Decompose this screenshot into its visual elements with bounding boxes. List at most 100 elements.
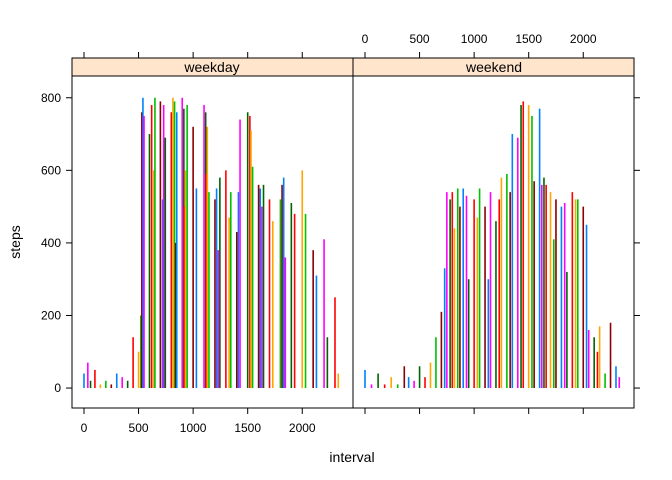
bar-weekday	[282, 177, 285, 389]
bar-weekend	[495, 221, 497, 389]
bar-weekend	[440, 311, 443, 389]
bar-weekday	[249, 115, 251, 389]
bar-weekday	[110, 384, 113, 389]
y-tick-label: 200	[41, 308, 61, 322]
bar-weekend	[487, 279, 490, 389]
x-tick-label-top: 500	[410, 32, 430, 46]
bar-weekend	[500, 177, 503, 389]
bar-weekend	[577, 199, 579, 389]
panel-frame-weekday	[71, 75, 354, 409]
bar-weekday	[250, 130, 252, 389]
bar-weekday	[175, 112, 178, 389]
bar-weekend	[566, 271, 568, 389]
bar-weekday	[293, 213, 296, 389]
bar-weekday	[115, 373, 118, 389]
x-tick-label-bottom: 1500	[234, 421, 261, 435]
bar-weekday	[312, 250, 314, 389]
bar-weekday	[159, 101, 162, 389]
bar-weekday	[99, 384, 102, 389]
bar-weekend	[456, 188, 459, 389]
y-tick-label: 400	[41, 236, 61, 250]
bar-weekday	[148, 134, 151, 389]
bar-weekday	[246, 112, 249, 389]
bar-weekday	[304, 213, 307, 389]
bar-weekday	[228, 217, 230, 389]
bar-weekend	[516, 137, 519, 389]
panel-frame-weekend	[352, 75, 635, 409]
bar-weekend	[574, 199, 577, 389]
bars-weekend	[364, 101, 621, 389]
bar-weekday	[87, 362, 89, 389]
bar-weekday	[323, 239, 325, 389]
bar-weekday	[279, 199, 282, 389]
bar-weekday	[192, 126, 194, 389]
bar-weekday	[205, 173, 208, 389]
bar-weekday	[208, 192, 210, 389]
x-axis-title: interval	[329, 449, 374, 465]
bar-weekday	[259, 188, 262, 389]
bar-weekend	[484, 206, 486, 389]
bar-weekday	[271, 221, 274, 389]
bar-weekend	[543, 177, 545, 389]
x-tick-label-top: 1500	[515, 32, 542, 46]
bar-weekend	[476, 217, 479, 389]
bar-weekday	[301, 170, 304, 389]
bar-weekday	[281, 184, 283, 389]
bar-weekend	[459, 206, 461, 389]
bar-weekday	[139, 315, 142, 389]
bar-weekend	[531, 115, 533, 389]
bar-weekday	[141, 112, 143, 389]
bar-weekday	[164, 137, 167, 389]
bar-weekend	[396, 384, 399, 389]
bar-weekday	[150, 105, 153, 389]
bar-weekend	[549, 192, 552, 389]
bar-weekday	[195, 188, 198, 389]
bar-weekday	[94, 369, 96, 389]
bar-weekday	[315, 275, 318, 389]
y-tick-label: 600	[41, 163, 61, 177]
bar-weekday	[261, 206, 263, 389]
bar-weekday	[290, 202, 293, 389]
bar-weekday	[225, 170, 227, 389]
bar-weekend	[604, 373, 606, 389]
bar-weekday	[137, 351, 140, 389]
x-tick-label-bottom: 2000	[289, 421, 316, 435]
bar-weekend	[506, 173, 508, 389]
bar-weekday	[262, 184, 265, 389]
bar-weekend	[511, 134, 514, 389]
bar-weekday	[174, 242, 177, 389]
strip-label-weekday: weekday	[183, 59, 239, 75]
bar-weekend	[596, 351, 599, 389]
bar-weekday	[105, 380, 107, 389]
bar-weekday	[257, 184, 260, 389]
bar-weekday	[89, 380, 92, 389]
bar-weekend	[407, 377, 410, 389]
bar-weekend	[364, 369, 366, 389]
bar-weekday	[217, 250, 220, 389]
bar-weekend	[585, 224, 588, 389]
bar-weekday	[170, 112, 173, 389]
x-tick-label-bottom: 0	[81, 421, 88, 435]
bar-weekend	[563, 202, 566, 389]
bar-weekday	[184, 170, 187, 389]
bar-weekend	[598, 326, 601, 389]
bar-weekend	[540, 184, 543, 389]
bar-weekend	[593, 337, 595, 389]
bar-weekend	[377, 373, 379, 389]
bar-weekend	[453, 228, 456, 389]
x-tick-label-bottom: 500	[129, 421, 149, 435]
bar-weekday	[153, 170, 155, 389]
bar-weekend	[489, 192, 492, 389]
bar-weekend	[582, 206, 585, 389]
bar-weekend	[533, 181, 535, 389]
bar-weekday	[215, 188, 218, 389]
x-tick-label-top: 2000	[570, 32, 597, 46]
bar-weekday	[268, 199, 271, 389]
y-tick-label: 800	[41, 91, 61, 105]
x-tick-label-bottom: 1000	[180, 421, 207, 435]
bar-weekday	[161, 199, 164, 389]
bars-weekday	[83, 97, 340, 389]
bar-weekday	[83, 373, 85, 389]
bar-weekday	[173, 101, 176, 389]
